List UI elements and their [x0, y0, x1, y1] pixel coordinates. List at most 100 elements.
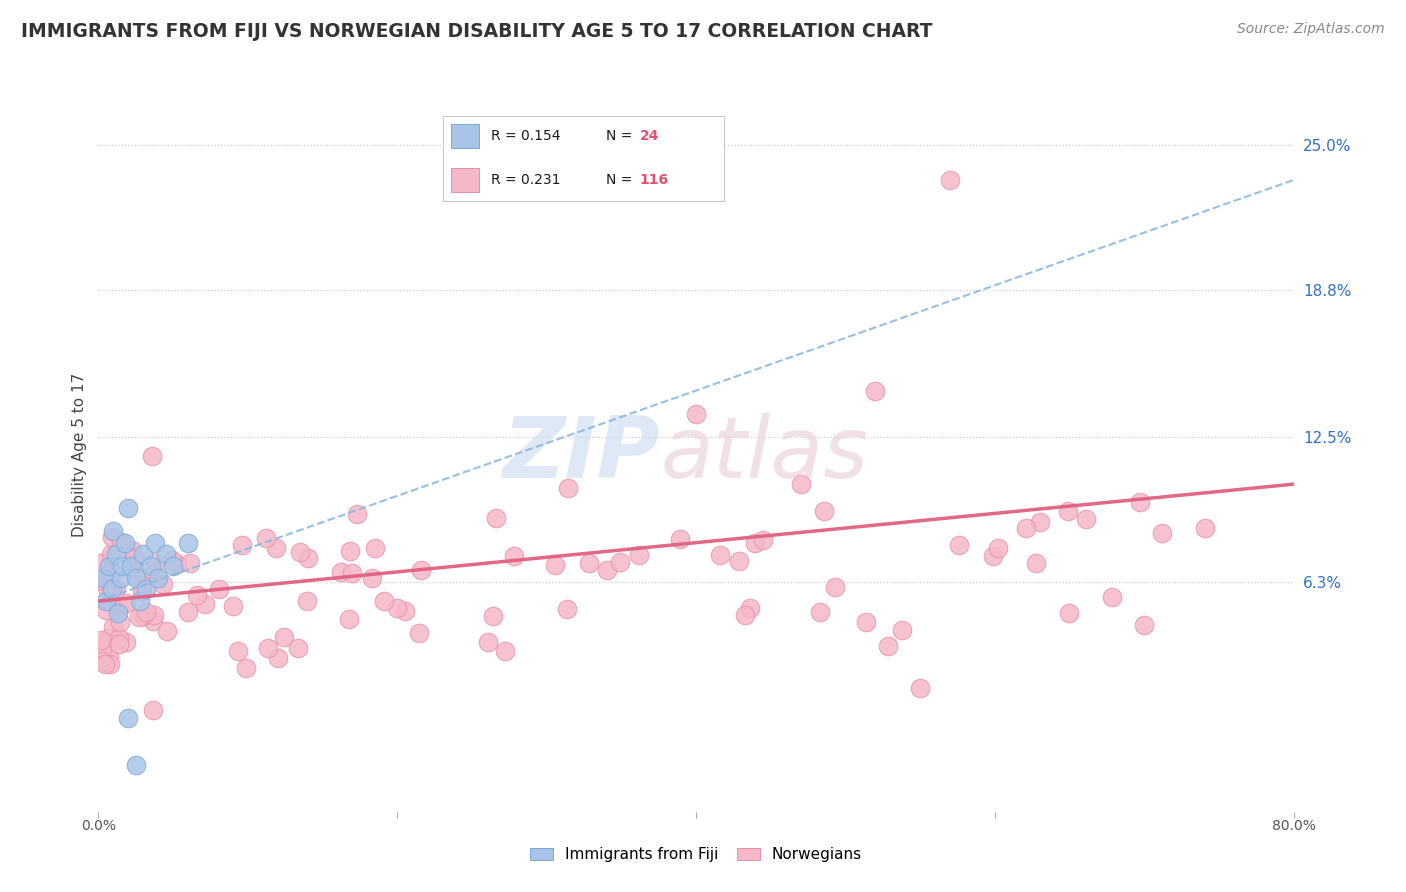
Point — [100, 547, 122, 561]
Point — [987, 541, 1010, 556]
Point — [100, 657, 122, 671]
Point — [91, 641, 114, 656]
Text: R = 0.154: R = 0.154 — [491, 129, 560, 144]
Point — [813, 504, 835, 518]
Point — [609, 555, 631, 569]
Point — [373, 593, 395, 607]
Point — [494, 644, 516, 658]
Point — [411, 563, 433, 577]
Point — [179, 556, 201, 570]
Point — [207, 582, 229, 596]
Point — [121, 542, 143, 557]
Point — [1057, 504, 1080, 518]
Point — [890, 623, 912, 637]
Point — [808, 605, 831, 619]
Point — [135, 582, 157, 597]
Point — [948, 538, 970, 552]
Point — [394, 604, 416, 618]
Point — [96, 602, 118, 616]
Text: IMMIGRANTS FROM FIJI VS NORWEGIAN DISABILITY AGE 5 TO 17 CORRELATION CHART: IMMIGRANTS FROM FIJI VS NORWEGIAN DISABI… — [21, 22, 932, 41]
Point — [139, 559, 162, 574]
Point — [481, 609, 503, 624]
Point — [751, 533, 773, 548]
Point — [100, 531, 122, 545]
Point — [557, 481, 579, 495]
Point — [1101, 591, 1123, 605]
Point — [256, 640, 278, 655]
Point — [108, 615, 131, 630]
Point — [544, 558, 567, 573]
Point — [557, 602, 579, 616]
Point — [160, 552, 183, 566]
Point — [93, 657, 115, 671]
Y-axis label: Disability Age 5 to 17: Disability Age 5 to 17 — [72, 373, 87, 537]
Point — [107, 606, 129, 620]
Point — [685, 407, 707, 421]
Text: N =: N = — [606, 129, 633, 144]
Point — [132, 609, 155, 624]
Point — [101, 619, 124, 633]
Point — [1015, 521, 1038, 535]
Point — [855, 615, 877, 629]
Point — [97, 559, 120, 574]
Point — [105, 582, 128, 597]
Point — [131, 577, 153, 591]
Point — [111, 559, 134, 574]
Text: atlas: atlas — [661, 413, 868, 497]
Point — [162, 559, 184, 574]
Point — [129, 594, 152, 608]
Point — [122, 561, 145, 575]
Point — [346, 508, 368, 522]
Point — [98, 596, 121, 610]
Point — [142, 703, 165, 717]
Point — [364, 541, 387, 555]
Text: 24: 24 — [640, 129, 659, 144]
Point — [408, 626, 430, 640]
Point — [115, 635, 138, 649]
Point — [288, 545, 311, 559]
Point — [235, 661, 257, 675]
Point — [340, 566, 363, 581]
Point — [231, 537, 253, 551]
Text: 116: 116 — [640, 173, 669, 187]
Point — [824, 580, 846, 594]
Point — [101, 582, 124, 597]
Bar — [451, 125, 479, 148]
Point — [877, 640, 900, 654]
Point — [97, 650, 120, 665]
Point — [97, 631, 120, 645]
Point — [339, 543, 361, 558]
Point — [908, 681, 931, 695]
Point — [295, 593, 318, 607]
Text: R = 0.231: R = 0.231 — [491, 173, 560, 187]
Point — [1129, 495, 1152, 509]
Point — [114, 535, 136, 549]
Point — [94, 594, 117, 608]
Point — [329, 565, 352, 579]
Point — [91, 654, 114, 668]
Point — [142, 614, 165, 628]
Point — [1025, 556, 1047, 570]
Point — [132, 547, 155, 561]
Text: 0.0%: 0.0% — [82, 819, 115, 833]
Point — [627, 549, 650, 563]
Point — [124, 551, 146, 566]
Point — [228, 644, 250, 658]
Point — [744, 536, 766, 550]
Point — [114, 596, 136, 610]
Point — [100, 565, 122, 579]
Point — [143, 535, 166, 549]
Text: 80.0%: 80.0% — [1271, 819, 1316, 833]
Text: Source: ZipAtlas.com: Source: ZipAtlas.com — [1237, 22, 1385, 37]
Point — [254, 531, 277, 545]
Point — [503, 549, 526, 564]
Bar — [451, 169, 479, 192]
Point — [477, 634, 499, 648]
Point — [131, 584, 153, 599]
Point — [222, 599, 245, 613]
Text: ZIP: ZIP — [502, 413, 661, 497]
Point — [595, 563, 617, 577]
Point — [135, 605, 157, 619]
Point — [108, 600, 131, 615]
Point — [108, 637, 131, 651]
